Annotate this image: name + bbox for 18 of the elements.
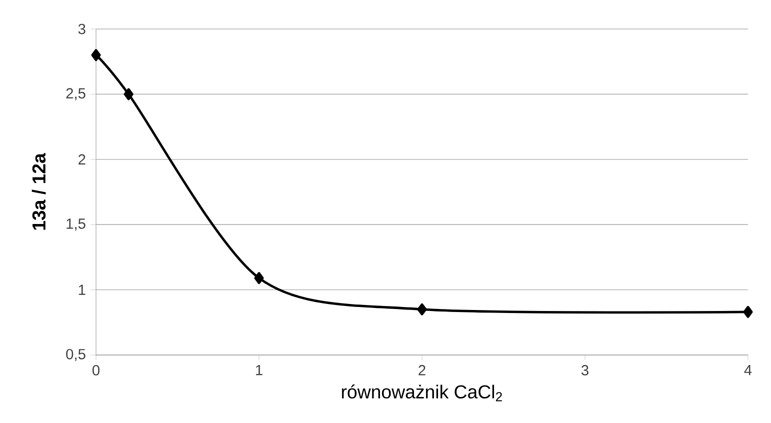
y-tick-label: 1,5 — [66, 218, 86, 231]
x-tick-label: 2 — [418, 365, 426, 376]
y-tick-label: 2,5 — [66, 88, 86, 100]
point — [124, 88, 134, 100]
y-tick-label: 1 — [78, 284, 86, 295]
point — [743, 306, 753, 318]
point — [91, 49, 101, 62]
y-tick-label: 3 — [78, 24, 86, 34]
point — [254, 272, 264, 284]
x-tick-label: 3 — [581, 365, 588, 376]
x-tick-label: 1 — [256, 365, 262, 376]
y-tick-label: 2 — [78, 154, 86, 165]
point — [417, 303, 427, 316]
x-tick-label: 0 — [92, 365, 100, 376]
y-axis-title: 13a / 12a — [32, 152, 46, 230]
x-tick-label: 4 — [744, 365, 752, 376]
y-tick-label: 0,5 — [66, 348, 86, 362]
x-axis-title: równoważnik CaCl$_{2}$ — [342, 384, 502, 402]
